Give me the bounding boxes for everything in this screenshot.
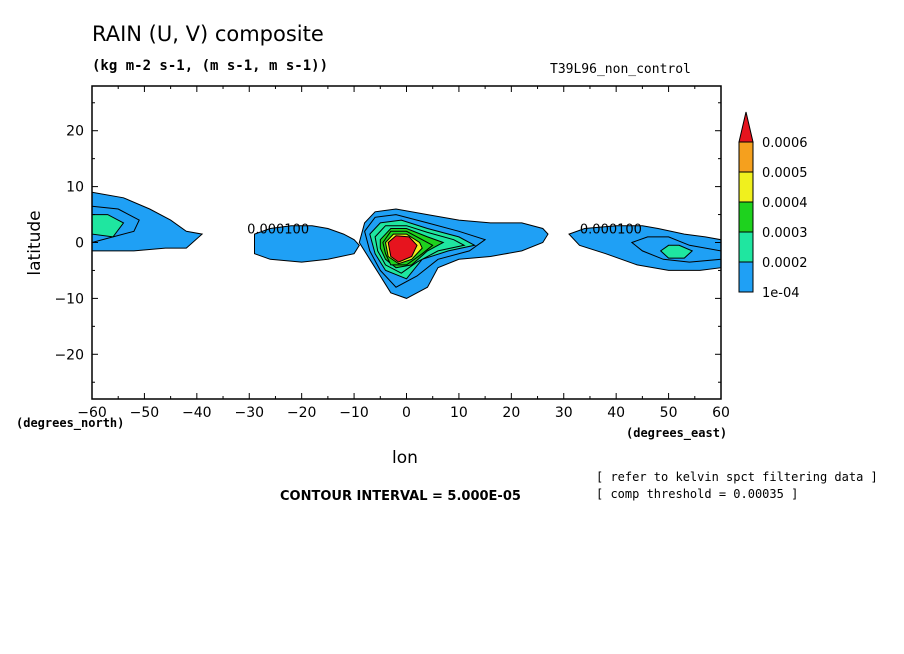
x-tick-label: −20 (287, 405, 317, 421)
chart-subtitle: (kg m-2 s-1, (m s-1, m s-1)) (92, 58, 329, 74)
x-tick-label: −40 (182, 405, 212, 421)
y-axis-label: latitude (25, 210, 45, 276)
legend-level-label: 0.0005 (762, 166, 808, 181)
chart-title: RAIN (U, V) composite (92, 22, 324, 46)
legend-swatch (738, 141, 754, 173)
run-label: T39L96_non_control (550, 62, 691, 77)
x-tick-label: 60 (712, 405, 730, 421)
legend-level-label: 1e-04 (762, 286, 800, 301)
legend-swatch (738, 171, 754, 203)
x-tick-label: 20 (502, 405, 520, 421)
x-tick-label: 30 (555, 405, 573, 421)
y-tick-label: 0 (75, 236, 84, 252)
legend-level-label: 0.0002 (762, 256, 808, 271)
legend-swatch (738, 261, 754, 293)
y-tick-label: 20 (66, 124, 84, 140)
threshold-note: [ comp threshold = 0.00035 ] (596, 487, 799, 501)
y-axis-unit: (degrees_north) (16, 416, 125, 430)
x-tick-label: 10 (450, 405, 468, 421)
legend-level-label: 0.0004 (762, 196, 808, 211)
x-tick-label: −30 (234, 405, 264, 421)
legend-level-label: 0.0003 (762, 226, 808, 241)
color-legend: 1e-04 0.0002 0.0003 0.0004 0.0005 0.0006 (738, 111, 808, 301)
x-tick-label: −10 (339, 405, 369, 421)
x-axis-label: lon (392, 448, 418, 468)
contour-label: 0.000100 (247, 223, 309, 238)
y-tick-label: −10 (54, 291, 84, 307)
x-tick-label: 0 (402, 405, 411, 421)
y-tick-label: 10 (66, 180, 84, 196)
y-tick-label: −20 (54, 347, 84, 363)
x-tick-label: 40 (607, 405, 625, 421)
legend-swatch (738, 231, 754, 263)
contour-regions (91, 191, 722, 299)
x-tick-label: −50 (130, 405, 160, 421)
x-tick-label: 50 (660, 405, 678, 421)
contour-region (91, 191, 204, 252)
axis-ticks: −60 −50 −40 −30 −20 −10 0 10 20 30 40 50 60 −20 −10 0 10… (54, 86, 730, 421)
contour-labels: 0.000100 0.000100 (247, 223, 642, 238)
legend-level-label: 0.0006 (762, 136, 808, 151)
contour-region (254, 225, 360, 263)
contour-interval-text: CONTOUR INTERVAL = 5.000E-05 (280, 489, 521, 504)
contour-region (387, 235, 418, 263)
x-axis-unit: (degrees_east) (626, 426, 728, 440)
filter-note: [ refer to kelvin spct filtering data ] (596, 470, 878, 484)
contour-label: 0.000100 (580, 223, 642, 238)
legend-swatch (738, 201, 754, 233)
contour-region (659, 244, 694, 259)
legend-top-arrow (738, 111, 754, 143)
x-tick-label: −60 (77, 405, 107, 421)
